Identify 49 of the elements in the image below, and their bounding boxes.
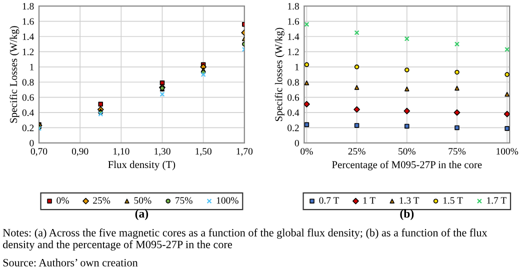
y-tick-label: 0.6: [288, 94, 300, 101]
legend-label: 75%: [176, 197, 192, 204]
y-tick-label: 0: [294, 140, 299, 146]
y-tick-label: 1: [295, 64, 299, 70]
y-tick-label: 0.6: [22, 94, 34, 101]
y-tick-label: 1: [30, 64, 34, 70]
legend-label: 1.3 T: [400, 197, 420, 204]
x-tick-label: 50%: [398, 148, 416, 155]
text: Notes: (a) Across the five magnetic cores as a function of the global flux density; (b) as a function of the flux density and the percentage of M095-27P in the core: [2, 228, 488, 251]
y-tick-label: 1.4: [288, 33, 300, 40]
x-tick-label: 1,30: [154, 148, 170, 156]
x-tick-label: 0%: [300, 148, 313, 155]
legend-label: 0.7 T: [319, 197, 340, 204]
y-tick-label: 1.8: [22, 3, 34, 10]
y-tick-label: 0: [30, 140, 34, 146]
y-axis-title: Specific losses (W/kg): [274, 28, 284, 121]
x-tick-label: 1,50: [196, 148, 212, 156]
x-axis-title: Flux density (T): [108, 160, 176, 170]
legend-label: 1 T: [363, 197, 376, 204]
source-note: Source: Authors’ own creation: [3, 258, 138, 266]
y-tick-label: 0.4: [288, 109, 300, 116]
y-tick-label: 0.2: [22, 124, 34, 132]
y-axis-title: Specific Losses (W/kg): [10, 26, 20, 123]
y-tick-label: 0.4: [22, 109, 34, 116]
legend-label: 1.5 T: [443, 197, 463, 204]
legend-label: 25%: [93, 197, 110, 204]
y-tick-label: 1.2: [288, 48, 299, 56]
x-axis-title: Percentage of M095-27P in the core: [332, 160, 482, 170]
y-tick-label: 0.2: [288, 124, 299, 132]
legend-label: 0%: [56, 197, 69, 204]
y-tick-label: 0.8: [22, 79, 34, 86]
y-tick-label: 1.4: [22, 33, 34, 40]
x-tick-label: 0,70: [30, 148, 48, 156]
x-tick-label: 25%: [348, 148, 366, 155]
y-tick-label: 0.8: [288, 79, 299, 86]
text: (a): [135, 209, 148, 220]
x-tick-label: 100%: [496, 148, 518, 155]
y-tick-label: 1.8: [288, 3, 299, 10]
x-tick-label: 1,10: [114, 148, 130, 156]
legend-label: 100%: [216, 197, 238, 204]
x-tick-label: 75%: [448, 148, 466, 155]
legend-label: 1.7 T: [487, 197, 506, 204]
text: (b): [400, 209, 414, 220]
y-tick-label: 1.6: [288, 18, 300, 25]
x-tick-label: 0,90: [72, 148, 88, 156]
y-tick-label: 1.2: [22, 48, 34, 56]
x-tick-label: 1,70: [236, 148, 253, 156]
y-tick-label: 1.6: [22, 18, 34, 25]
legend-label: 50%: [134, 197, 152, 204]
